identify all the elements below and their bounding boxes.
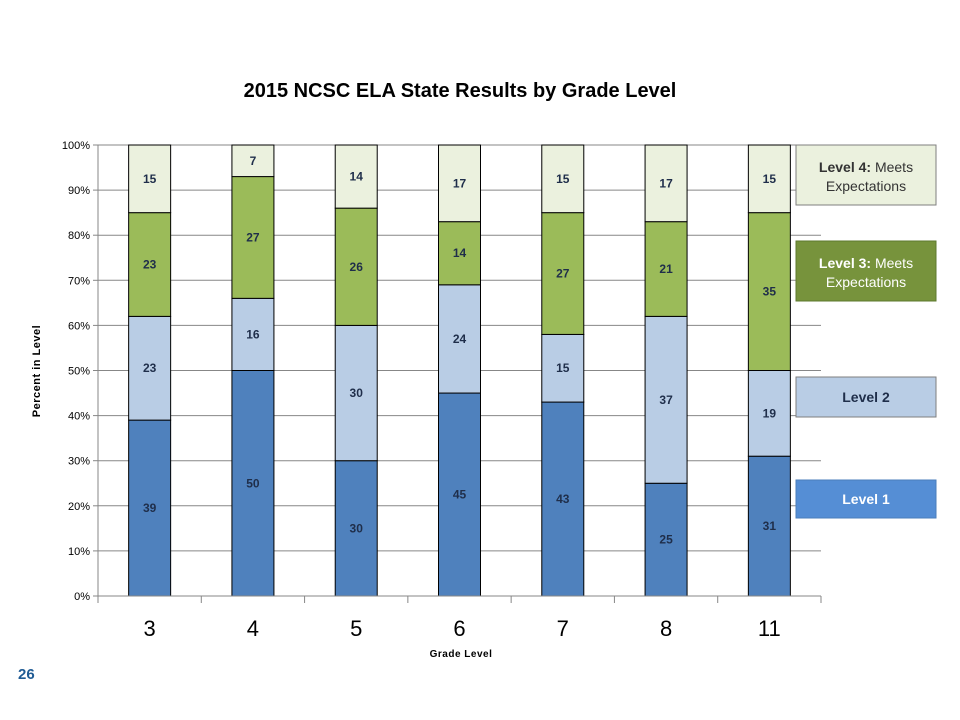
data-label: 19 — [763, 406, 777, 420]
data-label: 27 — [246, 230, 260, 244]
bar-segment — [644, 144, 688, 223]
y-tick-label: 50% — [68, 366, 90, 378]
chart-title: 2015 NCSC ELA State Results by Grade Lev… — [244, 80, 677, 102]
data-label: 15 — [143, 172, 157, 186]
bar-segment — [541, 401, 585, 597]
bar-segment — [438, 144, 481, 223]
bar-segment — [231, 370, 275, 597]
bar-segment — [541, 144, 585, 214]
x-tick-label: 3 — [144, 616, 156, 641]
x-axis-ticks: 3 4 5 6 7 8 11 — [97, 596, 822, 641]
bar-segment — [128, 315, 172, 421]
data-label: 15 — [556, 172, 570, 186]
data-label: 7 — [250, 154, 257, 168]
bar-segment — [334, 460, 378, 597]
data-label: 21 — [659, 262, 673, 276]
legend-box — [795, 240, 937, 302]
data-label: 25 — [659, 533, 673, 547]
bar-segment — [231, 176, 275, 299]
y-tick-label: 10% — [68, 546, 90, 558]
legend-box — [795, 376, 937, 418]
axes — [97, 145, 821, 597]
data-labels: 39 23 23 15 50 16 27 7 30 30 26 14 45 24 14 17 43 15 27 15 2… — [143, 154, 776, 547]
bars — [128, 144, 791, 597]
bar-segment — [438, 221, 481, 286]
bar-segment — [644, 315, 688, 484]
data-label: 26 — [350, 260, 364, 274]
y-tick-label: 80% — [68, 230, 90, 242]
legend-label: Level 3: Meets — [819, 255, 913, 271]
data-label: 23 — [143, 258, 157, 272]
legend-label: Level 4: Meets — [819, 159, 913, 175]
data-label: 30 — [350, 521, 364, 535]
bar-segment — [541, 333, 585, 403]
x-tick-label: 4 — [247, 616, 259, 641]
y-tick-label: 100% — [62, 140, 90, 152]
legend-label-line2: Expectations — [826, 274, 906, 290]
data-label: 35 — [763, 285, 777, 299]
bar-segment — [128, 144, 172, 214]
data-label: 24 — [453, 332, 467, 346]
data-label: 45 — [453, 488, 467, 502]
x-tick-label: 8 — [660, 616, 672, 641]
slide-number: 26 — [18, 666, 35, 683]
legend-box — [795, 144, 937, 206]
x-tick-label: 11 — [758, 616, 781, 641]
bar-segment — [231, 144, 275, 178]
data-label: 43 — [556, 492, 570, 506]
y-tick-label: 70% — [68, 275, 90, 287]
data-label: 15 — [556, 361, 570, 375]
bar-segment — [231, 297, 275, 371]
data-label: 30 — [350, 386, 364, 400]
data-label: 14 — [350, 170, 364, 184]
y-tick-label: 30% — [68, 456, 90, 468]
data-label: 17 — [659, 176, 673, 190]
legend-label-line2: Expectations — [826, 178, 906, 194]
data-label: 27 — [556, 267, 570, 281]
bar-segment — [334, 324, 378, 462]
data-label: 39 — [143, 501, 157, 515]
x-tick-label: 5 — [350, 616, 362, 641]
data-label: 17 — [453, 176, 467, 190]
data-label: 31 — [763, 519, 777, 533]
legend: Level 4: Meets Expectations Level 3: Meets… — [795, 144, 937, 519]
data-label: 16 — [246, 327, 260, 341]
legend-box — [795, 479, 937, 519]
bar-segment — [747, 144, 791, 214]
y-tick-label: 0% — [74, 591, 90, 603]
data-label: 23 — [143, 361, 157, 375]
x-axis-title: Grade Level — [430, 649, 493, 660]
data-label: 15 — [763, 172, 777, 186]
data-label: 14 — [453, 246, 467, 260]
y-tick-label: 60% — [68, 320, 90, 332]
legend-label: Level 2 — [842, 389, 890, 405]
bar-segment — [747, 212, 791, 371]
y-tick-label: 90% — [68, 185, 90, 197]
y-tick-label: 40% — [68, 411, 90, 423]
bar-segment — [747, 370, 791, 457]
y-tick-label: 20% — [68, 501, 90, 513]
bar-segment — [334, 144, 378, 209]
legend-label: Level 1 — [842, 491, 890, 507]
x-tick-label: 7 — [557, 616, 569, 641]
data-label: 50 — [246, 476, 260, 490]
bar-segment — [644, 221, 688, 317]
bar-segment — [438, 284, 481, 394]
bar-segment — [128, 419, 172, 597]
y-axis-title: Percent in Level — [31, 325, 43, 417]
y-axis-ticks: 0% 10% 20% 30% 40% 50% 60% 70% 80% 90% 100% — [62, 140, 98, 603]
data-label: 37 — [659, 393, 673, 407]
x-tick-label: 6 — [453, 616, 465, 641]
